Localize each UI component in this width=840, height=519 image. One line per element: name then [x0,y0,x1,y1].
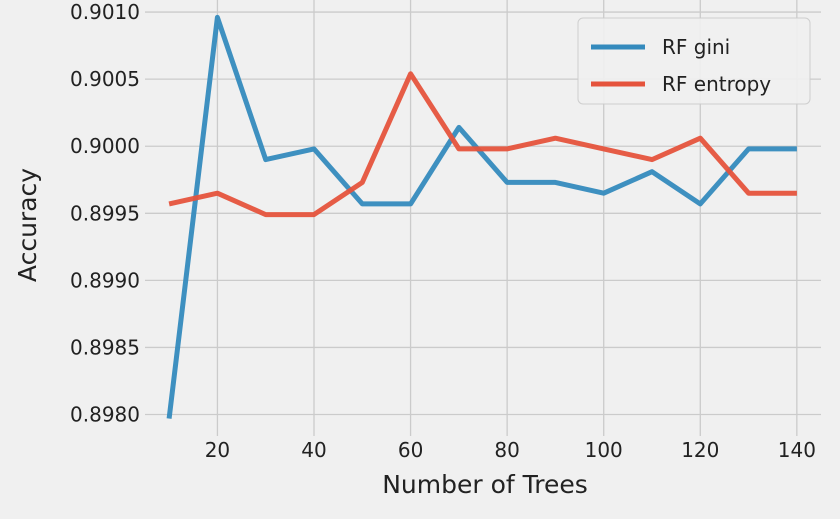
series-line-rf-gini [166,14,797,419]
legend: RF gini RF entropy [577,17,811,105]
tick-labels: 20 40 60 80 100 120 140 0.8980 0.8985 0.8990 0.899… [70,0,816,462]
y-tick-label: 0.9005 [70,67,140,91]
y-tick-label: 0.9010 [70,0,140,24]
x-tick-label: 140 [778,438,816,462]
y-tick-label: 0.8980 [70,403,140,427]
legend-label: RF gini [662,35,730,59]
y-axis-label: Accuracy [13,168,42,282]
x-axis-label: Number of Trees [382,470,588,499]
series-line-rf-entropy [168,71,797,218]
x-tick-label: 100 [585,438,623,462]
y-tick-label: 0.8985 [70,335,140,359]
x-tick-label: 120 [681,438,719,462]
x-tick-label: 20 [205,438,230,462]
y-tick-label: 0.8990 [70,268,140,292]
x-tick-label: 40 [301,438,326,462]
x-tick-label: 80 [494,438,519,462]
y-tick-label: 0.9000 [70,134,140,158]
x-tick-label: 60 [398,438,423,462]
series-lines [166,14,797,419]
y-tick-label: 0.8995 [70,201,140,225]
legend-label: RF entropy [662,72,771,96]
